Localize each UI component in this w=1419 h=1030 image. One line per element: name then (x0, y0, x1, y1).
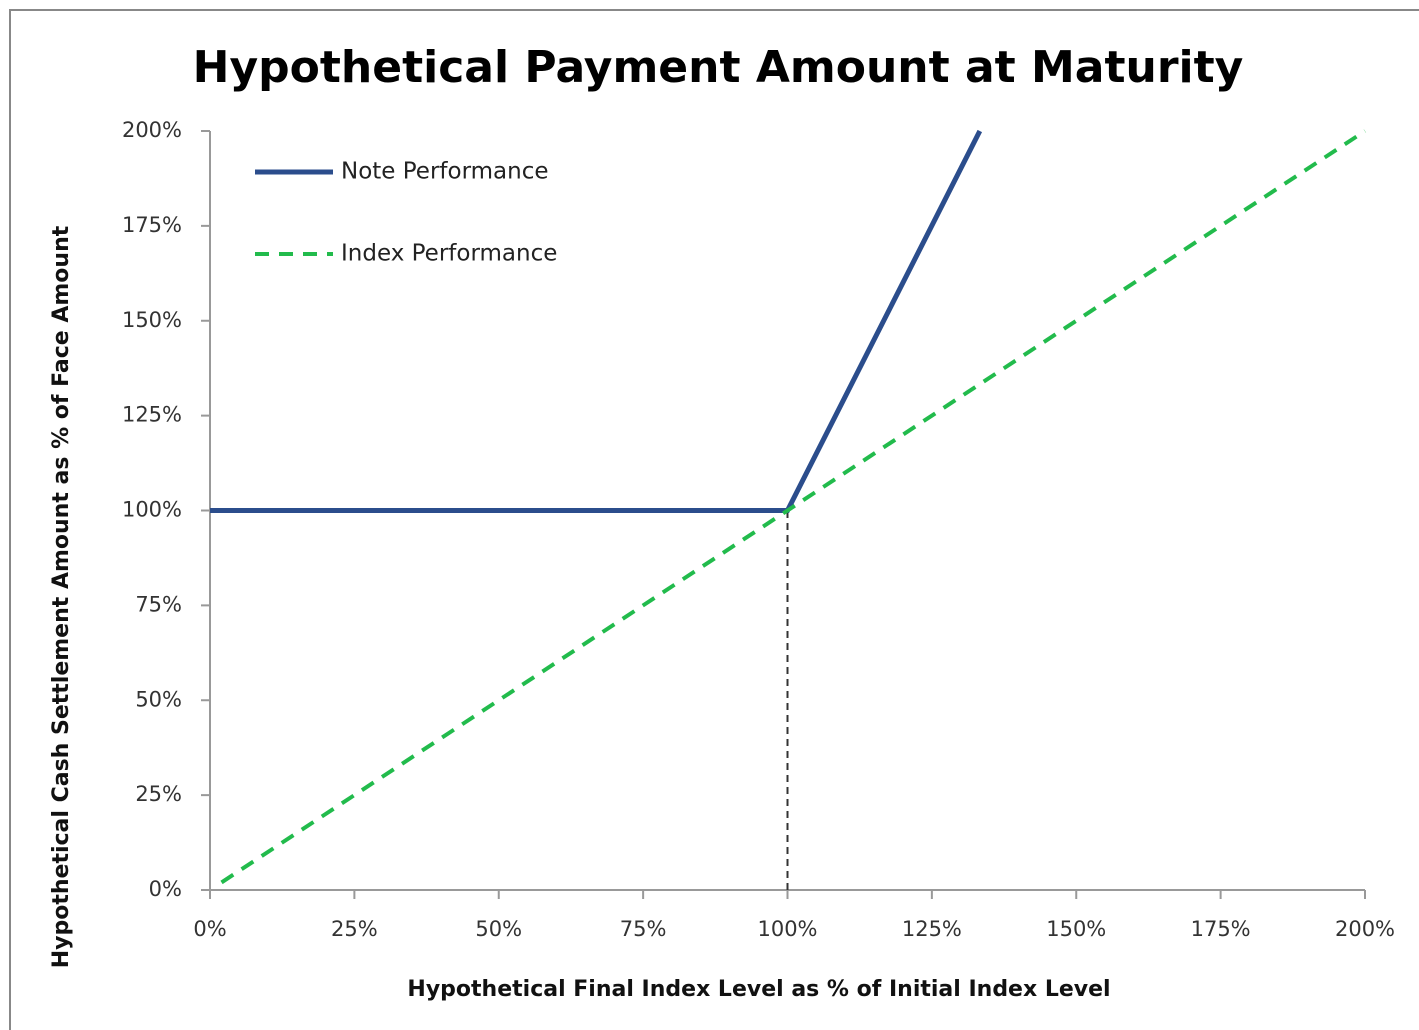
y-tick-label: 50% (135, 687, 182, 711)
y-tick-label: 200% (122, 118, 182, 142)
y-tick-label: 75% (135, 592, 182, 616)
frame (9, 9, 1419, 1030)
y-tick-label: 175% (122, 213, 182, 237)
y-tick-label: 100% (122, 498, 182, 522)
y-tick-label: 150% (122, 308, 182, 332)
series-line (210, 129, 983, 513)
x-tick-label: 200% (1335, 917, 1395, 941)
x-tick-label: 0% (193, 917, 226, 941)
legend-label: Index Performance (341, 241, 557, 267)
x-tick-label: 100% (757, 917, 817, 941)
x-tick-label: 175% (1191, 917, 1251, 941)
series-line (220, 129, 1367, 885)
x-axis-label: Hypothetical Final Index Level as % of I… (407, 977, 1110, 1002)
y-tick-label: 25% (135, 782, 182, 806)
y-tick-label: 0% (149, 877, 182, 901)
x-tick-label: 125% (902, 917, 962, 941)
y-axis-label: Hypothetical Cash Settlement Amount as %… (49, 225, 74, 968)
y-tick-label: 125% (122, 403, 182, 427)
chart-title: Hypothetical Payment Amount at Maturity (193, 42, 1244, 93)
x-tick-label: 75% (620, 917, 667, 941)
x-tick-label: 25% (331, 917, 378, 941)
x-tick-label: 50% (475, 917, 522, 941)
x-tick-label: 150% (1046, 917, 1106, 941)
legend-label: Note Performance (341, 159, 549, 185)
